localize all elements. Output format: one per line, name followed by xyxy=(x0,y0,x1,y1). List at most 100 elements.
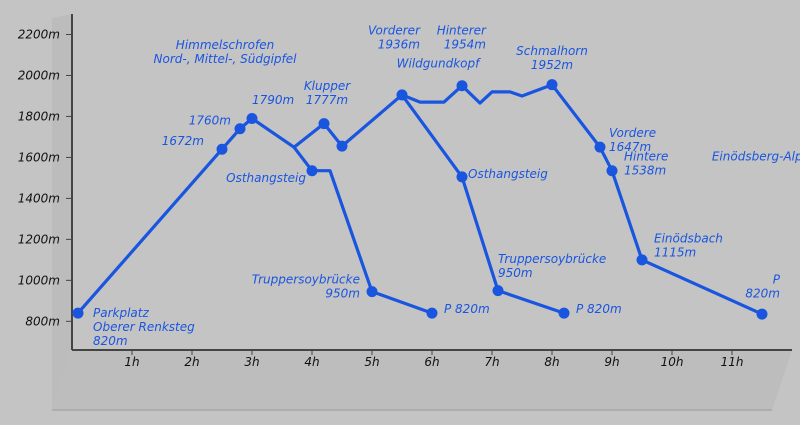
waypoint-label-line: Wildgundkopf xyxy=(397,56,482,70)
annotation-layer: Parkplatz Oberer Renksteg 820m 1672m 1760m Hi… xyxy=(93,23,800,348)
chart-floor xyxy=(52,350,792,410)
x-tick-label: 9h xyxy=(604,355,619,369)
waypoint-label: Vordere 1647m xyxy=(609,126,656,154)
waypoint-label-line: 820m xyxy=(93,334,128,348)
waypoint-label-line: 1672m xyxy=(162,134,204,148)
waypoint-marker xyxy=(336,140,348,152)
waypoint-label: P 820m xyxy=(444,302,490,316)
y-tick-label: 1000m xyxy=(18,273,60,287)
x-tick-label: 1h xyxy=(124,355,139,369)
waypoint-label-line: 1760m xyxy=(189,114,231,128)
waypoint-label-line: Osthangsteig xyxy=(226,171,306,185)
waypoint-label-line: Vordere xyxy=(609,126,656,140)
x-tick-label: 2h xyxy=(184,355,199,369)
waypoint-marker xyxy=(456,80,468,92)
waypoint-marker xyxy=(594,141,606,153)
y-tick-label: 1400m xyxy=(18,191,60,205)
x-tick-label: 5h xyxy=(364,355,379,369)
waypoint-label-line: Truppersoybrücke xyxy=(252,272,360,286)
route-line xyxy=(76,83,763,316)
route-line xyxy=(292,146,433,315)
waypoint-marker xyxy=(246,112,258,124)
waypoint-label: Einödsberg-Alpe xyxy=(712,149,800,163)
waypoint-marker xyxy=(72,307,84,319)
route-line xyxy=(400,93,565,315)
waypoint-label-line: 1647m xyxy=(609,140,651,154)
waypoint-label-line: 1936m xyxy=(378,37,420,51)
waypoint-label-line: Klupper xyxy=(304,79,351,93)
waypoint-label-line: Einödsbach xyxy=(654,231,723,245)
waypoint-label: Parkplatz Oberer Renksteg 820m xyxy=(93,306,195,348)
waypoint-label-line: Hintere xyxy=(624,149,668,163)
waypoint-label: 1672m xyxy=(162,134,204,148)
waypoint-marker xyxy=(756,308,768,320)
waypoint-label: Einödsbach 1115m xyxy=(654,231,723,259)
waypoint-label-line: 1538m xyxy=(624,163,666,177)
waypoint-marker xyxy=(216,143,228,155)
waypoint-marker xyxy=(318,118,330,130)
waypoint-label-line: 1115m xyxy=(654,245,696,259)
y-tick-label: 2000m xyxy=(18,68,60,82)
axis-layer: 800m 1000m 1200m 1400m 1600m 1800m 2000m 2200m 1… xyxy=(18,27,744,369)
waypoint-label: Truppersoybrücke 950m xyxy=(252,272,360,300)
waypoint-marker xyxy=(396,89,408,101)
waypoint-label-line: 1790m xyxy=(252,93,294,107)
waypoint-label: Himmelschrofen Nord-, Mittel-, Südgipfel xyxy=(154,38,298,66)
waypoint-label: Osthangsteig xyxy=(226,171,306,185)
waypoint-label-line: Nord-, Mittel-, Südgipfel xyxy=(154,52,298,66)
y-tick-label: 1200m xyxy=(18,232,60,246)
waypoint-label-line: 820m xyxy=(745,286,780,300)
waypoint-label-line: P xyxy=(773,272,781,286)
waypoint-label: 1760m xyxy=(189,114,231,128)
waypoint-label: Vorderer 1936m xyxy=(368,23,421,51)
waypoint-label-line: 1952m xyxy=(531,58,573,72)
waypoint-marker xyxy=(366,286,378,298)
x-tick-label: 4h xyxy=(304,355,319,369)
chart-side-wall xyxy=(52,14,72,410)
waypoint-label-line: Himmelschrofen xyxy=(176,38,274,52)
y-tick-label: 2200m xyxy=(18,27,60,41)
waypoint-marker xyxy=(492,285,504,297)
waypoint-label-line: P 820m xyxy=(444,302,490,316)
waypoint-label: P 820m xyxy=(576,302,622,316)
waypoint-marker xyxy=(456,171,468,183)
waypoint-label-line: Schmalhorn xyxy=(516,44,588,58)
waypoint-marker xyxy=(306,165,318,177)
waypoint-label: Klupper 1777m xyxy=(304,79,351,107)
x-tick-label: 10h xyxy=(661,355,684,369)
waypoint-label: 1790m xyxy=(252,93,294,107)
x-tick-label: 6h xyxy=(424,355,439,369)
waypoint-marker xyxy=(606,165,618,177)
y-tick-label: 1800m xyxy=(18,109,60,123)
waypoint-label: Hintere 1538m xyxy=(624,149,668,177)
x-tick-label: 3h xyxy=(244,355,259,369)
waypoint-label-line: Einödsberg-Alpe xyxy=(712,149,800,163)
waypoint-label-line: 1954m xyxy=(444,37,486,51)
waypoint-label-line: 1777m xyxy=(306,93,348,107)
waypoint-label-line: Truppersoybrücke xyxy=(498,252,606,266)
marker-layer xyxy=(72,79,768,320)
x-tick-label: 7h xyxy=(484,355,499,369)
y-tick-label: 1600m xyxy=(18,150,60,164)
waypoint-marker xyxy=(426,307,438,319)
waypoint-marker xyxy=(546,79,558,91)
waypoint-label-line: 950m xyxy=(325,286,360,300)
chart-frame xyxy=(52,14,792,411)
y-tick-label: 800m xyxy=(25,314,60,328)
waypoint-marker xyxy=(558,307,570,319)
waypoint-label-line: Osthangsteig xyxy=(468,167,548,181)
waypoint-label: P 820m xyxy=(745,272,780,300)
waypoint-label-line: P 820m xyxy=(576,302,622,316)
waypoint-label: Hinterer 1954m xyxy=(437,23,487,51)
waypoint-marker xyxy=(636,254,648,266)
waypoint-label: Osthangsteig xyxy=(468,167,548,181)
waypoint-label: Wildgundkopf xyxy=(397,56,482,70)
series-layer xyxy=(76,83,763,316)
waypoint-label: Truppersoybrücke 950m xyxy=(498,252,606,280)
x-tick-label: 11h xyxy=(721,355,744,369)
x-tick-label: 8h xyxy=(544,355,559,369)
waypoint-label: Schmalhorn 1952m xyxy=(516,44,588,72)
waypoint-label-line: Oberer Renksteg xyxy=(93,320,195,334)
